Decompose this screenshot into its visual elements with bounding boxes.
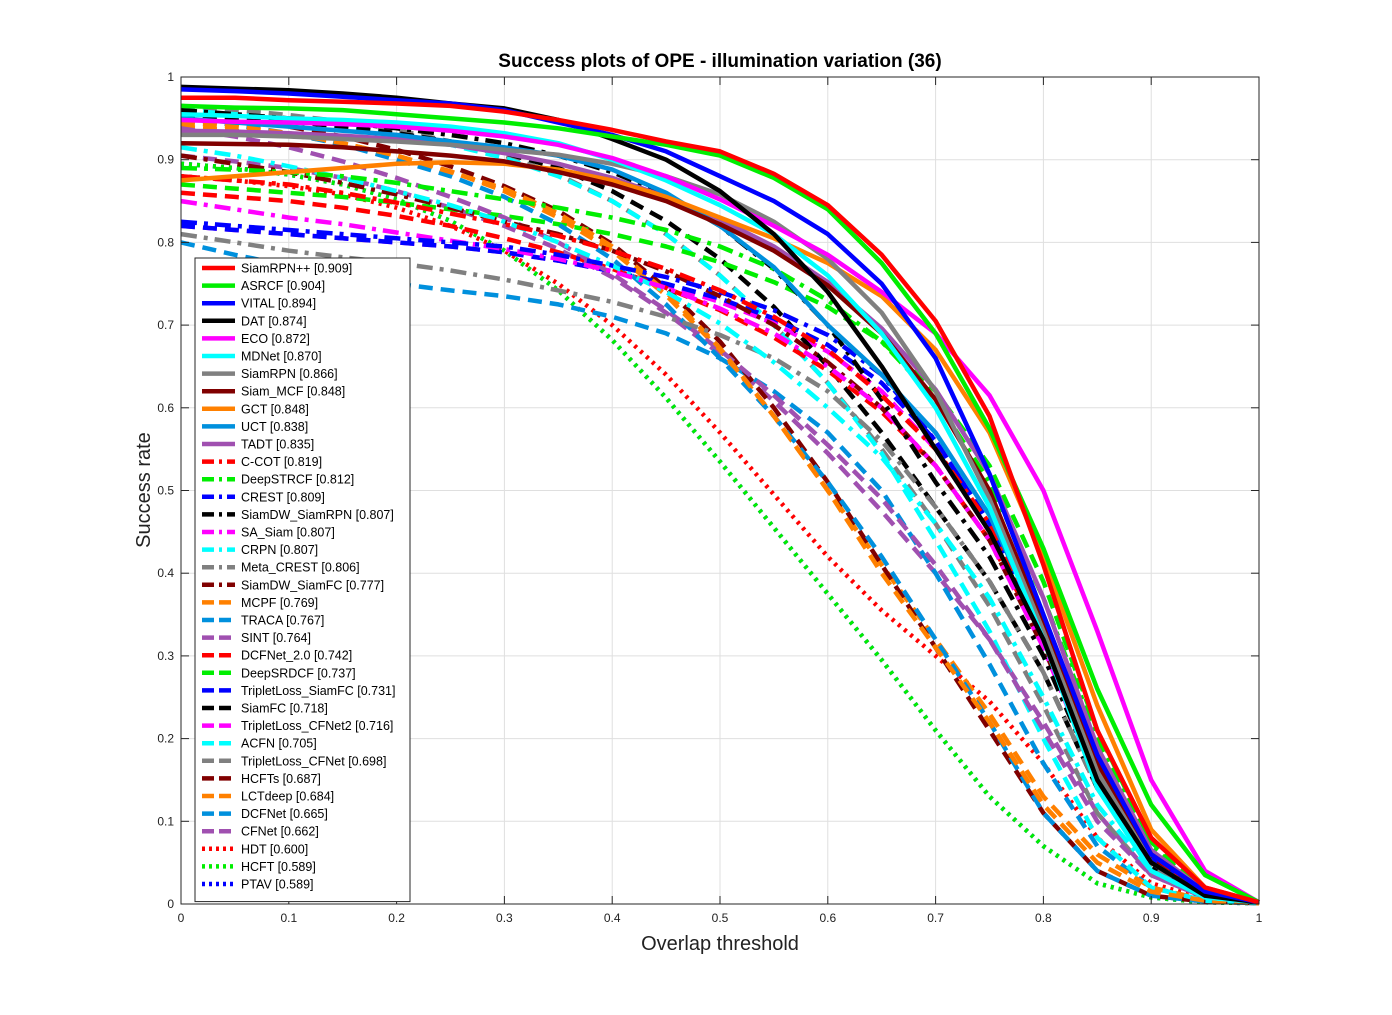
y-tick-label: 0.7 <box>157 318 174 332</box>
legend-entry: DCFNet [0.665] <box>241 807 328 821</box>
x-tick-label: 0.2 <box>388 911 405 925</box>
series-line <box>180 117 1261 905</box>
x-tick-label: 1 <box>1256 911 1263 925</box>
x-tick-label: 0.9 <box>1143 911 1160 925</box>
x-tick-label: 0.5 <box>712 911 729 925</box>
x-tick-label: 0.3 <box>496 911 513 925</box>
series-line <box>180 84 1260 905</box>
series-line <box>180 140 1260 905</box>
axis-ticks: 0 0.1 0.2 0.3 0.4 0.5 0.6 0.7 0.8 0.9 1 0 0.1 0.2 0.3 0… <box>157 70 1262 925</box>
legend-entry: SiamFC [0.718] <box>241 702 328 716</box>
y-tick-label: 0.8 <box>157 235 174 249</box>
series-line <box>180 173 1260 906</box>
x-tick-label: 0.1 <box>280 911 297 925</box>
y-tick-label: 0.4 <box>157 566 174 580</box>
series-line <box>181 95 1260 905</box>
series-line <box>180 111 1260 905</box>
legend-entry: SiamDW_SiamRPN [0.807] <box>241 508 394 522</box>
legend-entry: SiamRPN++ [0.909] <box>241 262 352 276</box>
legend-entry: TRACA [0.767] <box>241 614 324 628</box>
legend-entry: PTAV [0.589] <box>241 878 314 892</box>
legend-entry: CREST [0.809] <box>241 490 325 504</box>
legend-entry: ACFN [0.705] <box>241 737 317 751</box>
x-tick-label: 0 <box>178 911 185 925</box>
legend-entry: C-COT [0.819] <box>241 455 322 469</box>
x-tick-label: 0.4 <box>604 911 621 925</box>
legend-entry: HCFTs [0.687] <box>241 772 321 786</box>
y-tick-label: 1 <box>167 70 174 84</box>
x-tick-label: 0.8 <box>1035 911 1052 925</box>
legend-entry: TripletLoss_CFNet [0.698] <box>241 754 386 768</box>
legend-entry: DeepSRDCF [0.737] <box>241 666 356 680</box>
legend-entry: ASRCF [0.904] <box>241 279 325 293</box>
legend-entry: ECO [0.872] <box>241 332 310 346</box>
y-axis-label: Success rate <box>133 432 155 548</box>
legend-entry: CRPN [0.807] <box>241 543 318 557</box>
legend-entry: DeepSTRCF [0.812] <box>241 473 354 487</box>
y-tick-label: 0.3 <box>157 649 174 663</box>
series-line <box>180 103 1261 905</box>
x-tick-label: 0.7 <box>927 911 944 925</box>
y-tick-label: 0.1 <box>157 814 174 828</box>
legend-entry: VITAL [0.894] <box>241 297 316 311</box>
legend-entry: Meta_CREST [0.806] <box>241 561 360 575</box>
legend-entry: CFNet [0.662] <box>241 825 319 839</box>
series-line <box>180 87 1260 905</box>
legend-entry: HCFT [0.589] <box>241 860 316 874</box>
x-tick-label: 0.6 <box>819 911 836 925</box>
series-line <box>180 159 1260 905</box>
legend-entry: TripletLoss_CFNet2 [0.716] <box>241 719 393 733</box>
y-tick-label: 0.5 <box>157 484 174 498</box>
legend-entry: SA_Siam [0.807] <box>241 526 335 540</box>
legend-entry: TripletLoss_SiamFC [0.731] <box>241 684 395 698</box>
x-axis-label: Overlap threshold <box>641 933 799 955</box>
legend-entry: SiamDW_SiamFC [0.777] <box>241 578 384 592</box>
legend-entry: Siam_MCF [0.848] <box>241 385 345 399</box>
legend-entry: DAT [0.874] <box>241 314 307 328</box>
series-line <box>180 145 1260 905</box>
series-line <box>180 165 1260 905</box>
legend-entry: DCFNet_2.0 [0.742] <box>241 649 352 663</box>
y-tick-label: 0.2 <box>157 732 174 746</box>
legend: SiamRPN++ [0.909] ASRCF [0.904] VITAL [0.8… <box>194 257 411 903</box>
legend-entry: SiamRPN [0.866] <box>241 367 338 381</box>
series-line <box>180 161 1260 906</box>
legend-entry: HDT [0.600] <box>241 842 308 856</box>
legend-entry: LCTdeep [0.684] <box>241 790 334 804</box>
series-lines <box>180 84 1261 906</box>
series-line <box>181 132 1260 905</box>
legend-entry: UCT [0.838] <box>241 420 308 434</box>
y-tick-label: 0.9 <box>157 153 174 167</box>
legend-entry: TADT [0.835] <box>241 438 314 452</box>
legend-entry: GCT [0.848] <box>241 402 309 416</box>
y-tick-label: 0 <box>167 897 174 911</box>
chart-title: Success plots of OPE - illumination vari… <box>498 51 941 72</box>
legend-entry: SINT [0.764] <box>241 631 311 645</box>
legend-entry: MDNet [0.870] <box>241 350 322 364</box>
y-tick-label: 0.6 <box>157 401 174 415</box>
legend-entry: MCPF [0.769] <box>241 596 318 610</box>
